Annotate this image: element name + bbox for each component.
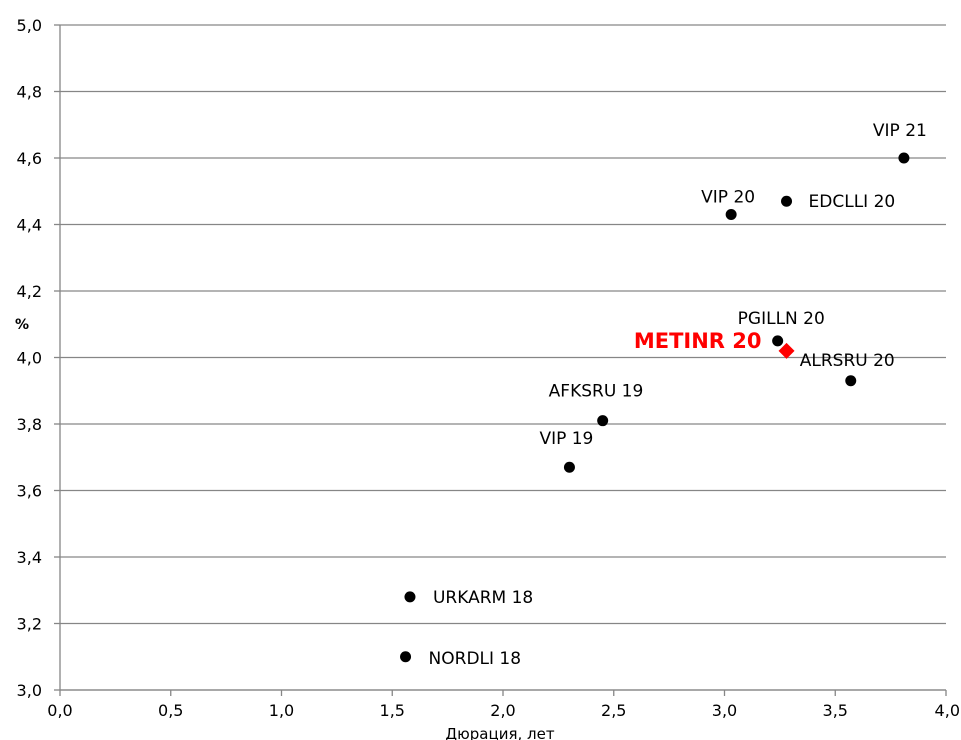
y-tick-label: 4,2 bbox=[17, 282, 42, 301]
point-label: VIP 20 bbox=[701, 188, 755, 208]
point-label: NORDLI 18 bbox=[429, 649, 522, 669]
data-point bbox=[725, 209, 737, 221]
point-label: PGILLN 20 bbox=[738, 309, 825, 329]
y-tick-label: 3,2 bbox=[17, 615, 42, 634]
data-point bbox=[845, 375, 857, 387]
data-point bbox=[563, 461, 575, 473]
y-tick-label: 4,4 bbox=[17, 216, 42, 235]
x-tick-label: 2,5 bbox=[601, 701, 626, 720]
data-point bbox=[772, 335, 784, 347]
y-tick-label: 3,6 bbox=[17, 482, 42, 501]
point-labels: VIP 21 EDCLLI 20 VIP 20 PGILLN 20 ALRSRU 20 A… bbox=[429, 121, 927, 669]
point-label: URKARM 18 bbox=[433, 588, 533, 608]
x-tick-label: 1,5 bbox=[380, 701, 405, 720]
x-tick-label: 1,0 bbox=[269, 701, 294, 720]
x-tick-label: 0,5 bbox=[158, 701, 183, 720]
y-tick-label: 4,0 bbox=[17, 349, 42, 368]
data-point bbox=[597, 415, 609, 427]
y-tick-label: 4,6 bbox=[17, 149, 42, 168]
x-tick-label: 3,5 bbox=[823, 701, 848, 720]
point-label: ALRSRU 20 bbox=[800, 351, 895, 371]
tick-labels: 3,0 3,2 3,4 3,6 3,8 4,0 4,2 4,4 4,6 4,8 5,0 0,0 0,5 1… bbox=[17, 16, 960, 720]
x-tick-label: 3,0 bbox=[712, 701, 737, 720]
highlight-label: METINR 20 bbox=[634, 329, 762, 353]
y-tick-label: 4,8 bbox=[17, 83, 42, 102]
gridlines bbox=[60, 24, 946, 691]
data-point bbox=[781, 195, 793, 207]
y-tick-label: 3,8 bbox=[17, 415, 42, 434]
x-tick-label: 4,0 bbox=[935, 701, 960, 720]
point-label: EDCLLI 20 bbox=[809, 192, 896, 212]
y-tick-label: 5,0 bbox=[17, 16, 42, 35]
data-point bbox=[400, 651, 412, 663]
data-points bbox=[400, 152, 910, 663]
highlight-point bbox=[778, 342, 795, 359]
point-label: VIP 21 bbox=[873, 121, 927, 141]
y-tick-label: 3,0 bbox=[17, 681, 42, 700]
data-point bbox=[404, 591, 416, 603]
x-axis-label: Дюрация, лет bbox=[445, 725, 554, 740]
y-tick-label: 3,4 bbox=[17, 548, 42, 567]
axes bbox=[54, 24, 947, 696]
y-axis-label: % bbox=[15, 317, 29, 333]
data-point bbox=[898, 152, 910, 164]
x-tick-label: 0,0 bbox=[47, 701, 72, 720]
x-tick-label: 2,0 bbox=[490, 701, 515, 720]
point-label: VIP 19 bbox=[539, 429, 593, 449]
point-label: AFKSRU 19 bbox=[549, 382, 644, 402]
